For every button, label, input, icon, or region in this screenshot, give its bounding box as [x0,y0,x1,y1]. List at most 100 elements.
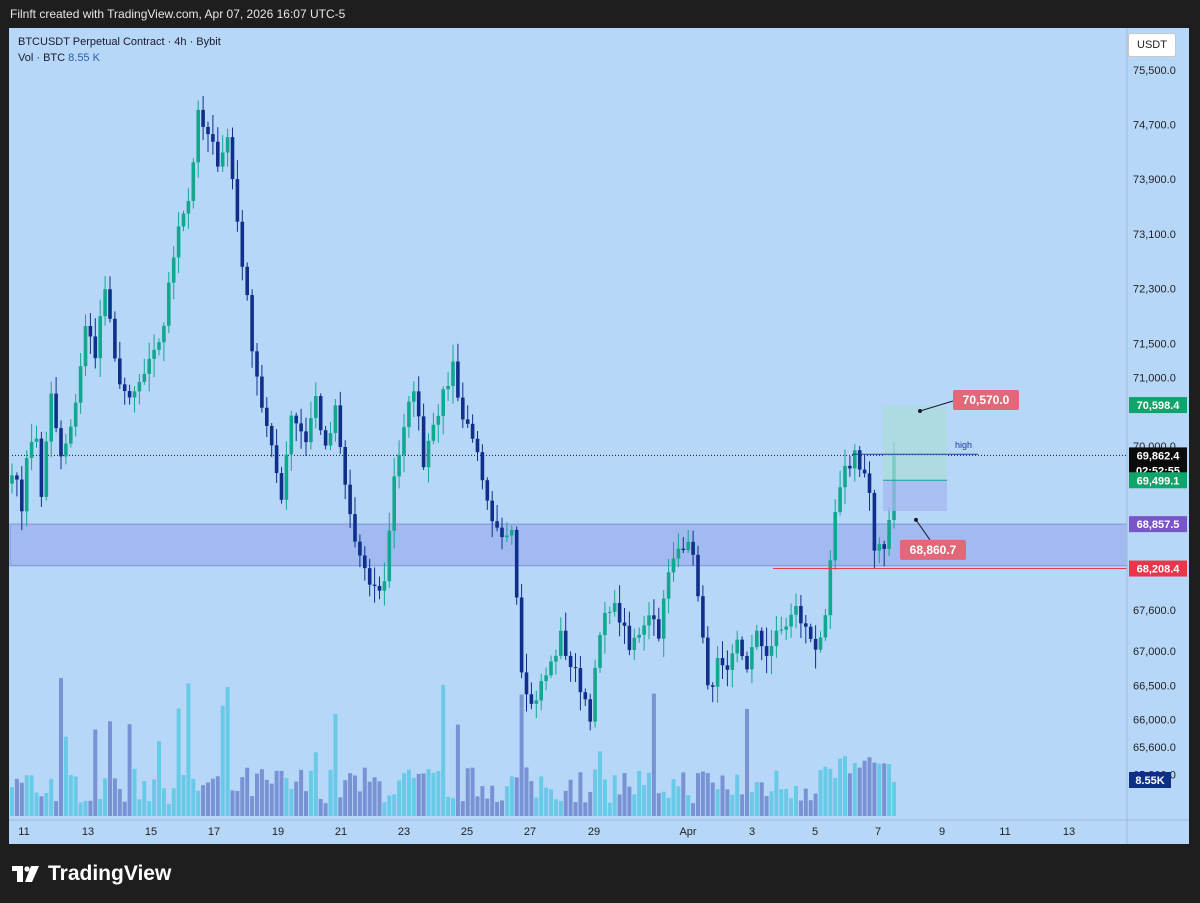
candle [735,630,739,663]
candle-body [490,500,494,522]
candle-body [73,402,78,427]
candle [235,160,240,232]
candle [402,413,406,473]
volume-bar [720,775,725,816]
volume-bar [362,767,367,816]
high-label: high [955,440,972,450]
volume-bar [117,788,122,816]
volume-bar [416,773,421,816]
candle-body [24,457,29,512]
candle-body [794,605,798,615]
candle-body [799,605,803,624]
projection-target-box [883,405,947,481]
volume-bar [823,766,828,816]
price-tag-bg [1129,397,1187,414]
volume-bar [602,779,607,816]
candle-body [759,630,764,647]
volume-bar [206,782,210,816]
candle [470,414,475,443]
volume-bar [725,789,730,816]
candle [348,469,352,529]
volume-bar [539,776,544,816]
candle [603,601,607,654]
candle [93,318,98,369]
volume-bar [201,785,206,816]
volume-bar [553,799,558,816]
candle-body [122,384,127,392]
volume-legend: Vol · BTC 8.55 K [18,50,221,66]
volume-bar [308,770,313,816]
candle-body [49,393,53,442]
candle-body [544,675,548,682]
volume-bar [705,773,710,816]
candle-body [309,418,313,443]
candle [583,688,588,707]
candle [804,615,808,644]
candle [314,382,318,429]
candle [191,158,196,209]
volume-bar [519,694,524,816]
candle-body [358,541,362,556]
x-tick-label: 11 [18,826,29,838]
price-tag: 69,862.4 [1137,450,1181,462]
candle [867,461,872,511]
candle-body [853,450,857,469]
candle [848,455,852,477]
candle-body [764,646,769,656]
candle-body [69,426,73,444]
candle-body [201,109,205,127]
currency-button[interactable]: USDT [1128,33,1176,57]
candle-body [804,623,808,627]
candle [446,372,450,402]
candle [720,641,725,680]
candle-body [382,581,387,591]
volume-bar [681,772,686,816]
candle-body [529,694,534,704]
volume-bar [769,791,774,816]
y-tick-label: 73,900.0 [1133,174,1176,186]
volume-bar [274,770,279,816]
candle-body [456,361,460,398]
chart-frame [9,28,1189,844]
candle-body [500,527,504,538]
volume-bar [857,767,862,816]
candle [343,440,347,500]
chart-caption: Filnft created with TradingView.com, Apr… [10,7,346,21]
volume-bar [764,796,769,816]
candle [10,463,14,494]
price-tag-bg [1129,472,1187,489]
candle [514,526,519,605]
brand[interactable]: TradingView [12,862,171,886]
candle [666,558,671,614]
candle [245,262,249,301]
price-tag-bg [1129,772,1171,788]
candle-body [637,634,641,638]
volume-bar [426,769,431,816]
candle-body [691,541,695,555]
candle [289,410,294,471]
volume-bar [166,803,171,816]
volume-bar [583,802,588,816]
volume-bar [563,790,568,816]
candle [152,334,156,378]
candle-body [167,282,171,326]
candle-body [132,391,137,398]
candle [441,386,445,435]
candle [211,115,215,155]
volume-bar [230,790,235,816]
candle [701,585,705,644]
candle-body [745,656,749,670]
y-tick-label: 73,100.0 [1133,229,1176,241]
candle-body [314,396,318,419]
candle-body [431,424,436,441]
candle [887,506,891,556]
volume-bar [632,794,637,816]
candle-body [294,415,298,424]
volume-bar [500,800,504,816]
candle-body [412,391,416,402]
stop-label: 68,860.7 [910,543,957,557]
volume-bar [225,686,230,816]
candle [510,525,514,545]
volume-bar [176,708,181,816]
